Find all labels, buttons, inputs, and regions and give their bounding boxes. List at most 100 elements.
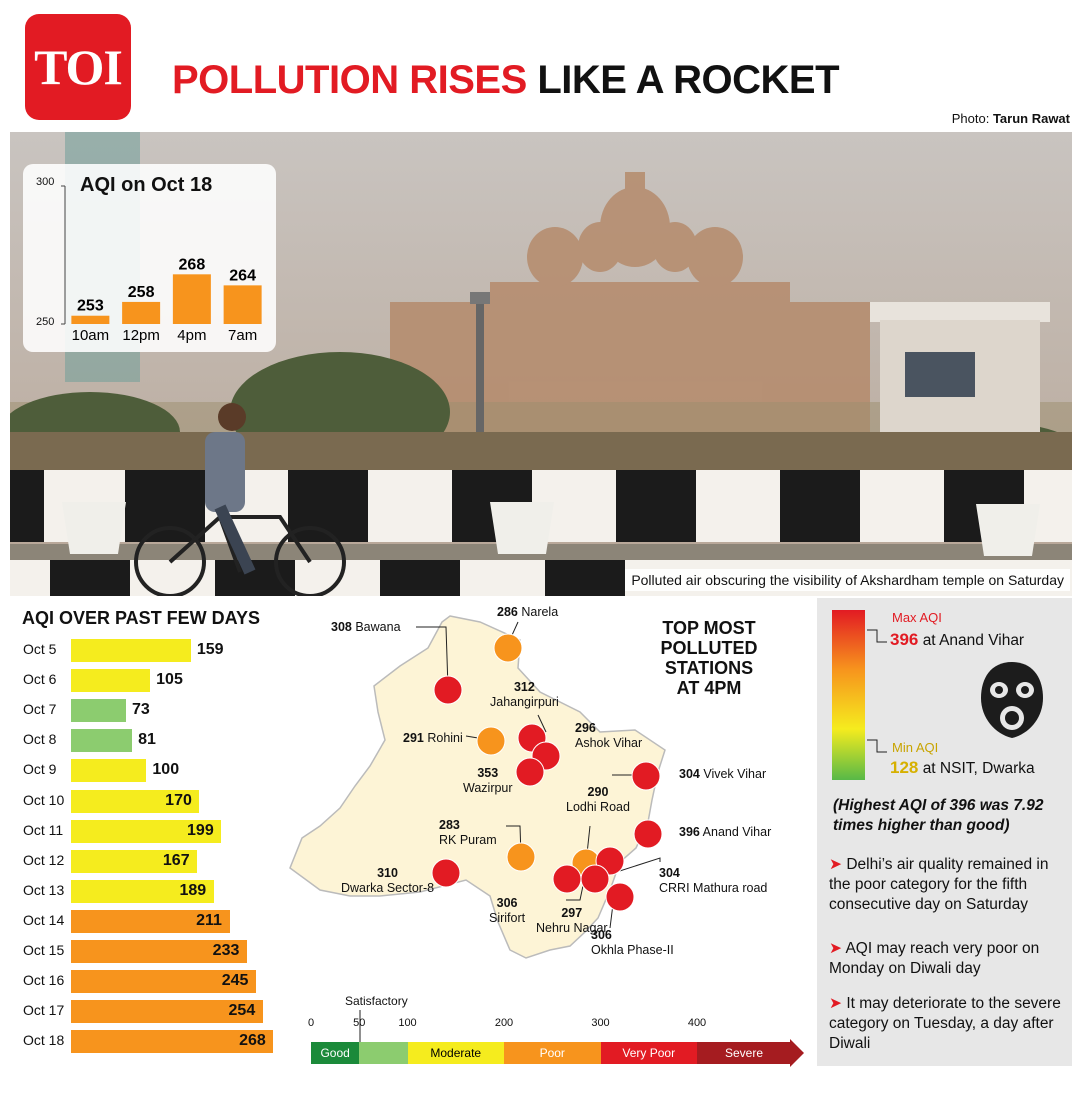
station-name: Jahangirpuri	[490, 695, 559, 709]
inset-bar	[122, 301, 161, 324]
inset-bar-value: 268	[179, 256, 206, 273]
day-label: Oct 14	[23, 911, 65, 928]
station-name: Okhla Phase-II	[591, 943, 674, 957]
station-name: Rohini	[427, 731, 463, 745]
day-label: Oct 10	[23, 791, 65, 808]
headline-black: LIKE A ROCKET	[537, 58, 840, 102]
inset-bar-label: 12pm	[122, 327, 160, 344]
day-label: Oct 12	[23, 851, 65, 868]
inset-bar-label: 4pm	[177, 327, 206, 344]
planters	[62, 502, 1040, 556]
day-value: 245	[221, 972, 249, 990]
day-value: 73	[132, 701, 150, 719]
day-value: 233	[212, 942, 240, 959]
station-name: Wazirpur	[463, 781, 513, 795]
min-aqi-line: 128 at NSIT, Dwarka	[890, 758, 1035, 779]
day-bar	[71, 729, 133, 753]
station-aqi: 308	[331, 620, 352, 634]
aqi-gradient-legend	[832, 610, 887, 780]
day-label: Oct 15	[23, 942, 65, 958]
cyclist	[134, 403, 346, 596]
day-bar	[71, 849, 197, 873]
scale-category: Very Poor	[600, 1042, 697, 1064]
credit-prefix: Photo:	[951, 111, 990, 126]
summary-panel: Max AQI 396 at Anand Vihar Min AQI 128 a…	[817, 598, 1072, 1066]
arrow-icon: ➤	[829, 995, 842, 1012]
station-marker	[605, 882, 635, 912]
scale-arrow-icon	[790, 1039, 804, 1067]
day-bar	[71, 759, 147, 783]
past-days-title: AQI OVER PAST FEW DAYS	[22, 608, 261, 628]
station-marker	[493, 633, 523, 663]
bullet-1: ➤ Delhi’s air quality remained in the po…	[829, 855, 1067, 915]
arrow-icon: ➤	[829, 940, 842, 957]
gas-mask-icon	[981, 662, 1043, 738]
station-label: 308 Bawana	[331, 620, 401, 635]
station-name: Anand Vihar	[702, 825, 772, 839]
max-aqi-line: 396 at Anand Vihar	[890, 630, 1024, 651]
bullet-2: ➤ AQI may reach very poor on Monday on D…	[829, 939, 1067, 979]
day-value: 81	[138, 731, 156, 749]
day-value: 268	[239, 1032, 266, 1050]
min-aqi-label: Min AQI	[892, 740, 939, 755]
station-name: Ashok Vihar	[575, 736, 643, 750]
station-name: RK Puram	[439, 833, 497, 847]
station-aqi: 296	[575, 721, 596, 735]
station-aqi: 290	[587, 785, 609, 799]
inset-chart-title: AQI on Oct 18	[80, 174, 213, 196]
day-bar	[71, 1000, 263, 1024]
day-bar	[71, 699, 127, 723]
station-aqi: 286	[497, 605, 518, 619]
scale-tick: 300	[591, 1017, 610, 1029]
station-aqi: 297	[561, 906, 583, 920]
day-bar	[71, 669, 151, 693]
station-marker	[633, 819, 663, 849]
day-label: Oct 16	[23, 972, 65, 989]
min-aqi-place: at NSIT, Dwarka	[922, 760, 1035, 777]
station-marker	[506, 842, 536, 872]
day-bar	[71, 909, 231, 933]
day-label: Oct 18	[23, 1032, 65, 1049]
max-aqi-label: Max AQI	[892, 610, 942, 625]
day-bar	[71, 819, 222, 843]
inset-ytick-bottom: 250	[36, 316, 55, 328]
day-label: Oct 7	[23, 701, 57, 718]
bullet-2-text: AQI may reach very poor on Monday on Diw…	[829, 940, 1040, 977]
day-value: 189	[179, 881, 207, 899]
station-label: 296 Ashok Vihar	[575, 721, 642, 751]
satisfactory-pointer	[359, 1010, 361, 1042]
station-marker	[515, 757, 545, 787]
station-label: 304 Vivek Vihar	[679, 767, 766, 782]
scale-category	[359, 1042, 408, 1064]
guard-booth	[870, 302, 1050, 440]
bullet-3-text: It may deteriorate to the severe categor…	[829, 995, 1061, 1052]
day-label: Oct 6	[23, 671, 57, 688]
day-label: Oct 17	[23, 1002, 65, 1019]
inset-chart-panel: AQI on Oct 18 300 250 253 10am 258 12pm 268 4…	[23, 164, 276, 352]
station-label: 353 Wazirpur	[463, 766, 513, 796]
station-name: Sirifort	[489, 911, 526, 925]
bullet-3: ➤ It may deteriorate to the severe categ…	[829, 994, 1067, 1054]
inset-bar-label: 7am	[228, 327, 257, 344]
min-aqi-value: 128	[890, 758, 919, 777]
day-value: 199	[187, 821, 214, 839]
day-value: 211	[196, 911, 222, 929]
satisfactory-label: Satisfactory	[345, 994, 408, 1008]
day-label: Oct 5	[23, 641, 57, 657]
station-markers	[431, 633, 663, 912]
day-bar	[71, 970, 256, 994]
day-value: 167	[162, 851, 190, 869]
day-value: 159	[196, 641, 224, 658]
scale-tick: 0	[307, 1017, 315, 1029]
day-bar	[71, 940, 247, 963]
inset-bar	[172, 274, 211, 324]
station-aqi: 312	[513, 680, 535, 694]
inset-chart-plot: 253 10am 258 12pm 268 4pm 264 7am	[61, 185, 262, 344]
station-name: Dwarka Sector-8	[341, 881, 435, 895]
delhi-map	[289, 615, 666, 959]
day-label: Oct 11	[23, 821, 64, 838]
day-value: 254	[228, 1002, 256, 1020]
scale-tick: 200	[494, 1017, 514, 1029]
station-aqi: 310	[377, 866, 398, 880]
station-label: 312 Jahangirpuri	[490, 680, 559, 710]
